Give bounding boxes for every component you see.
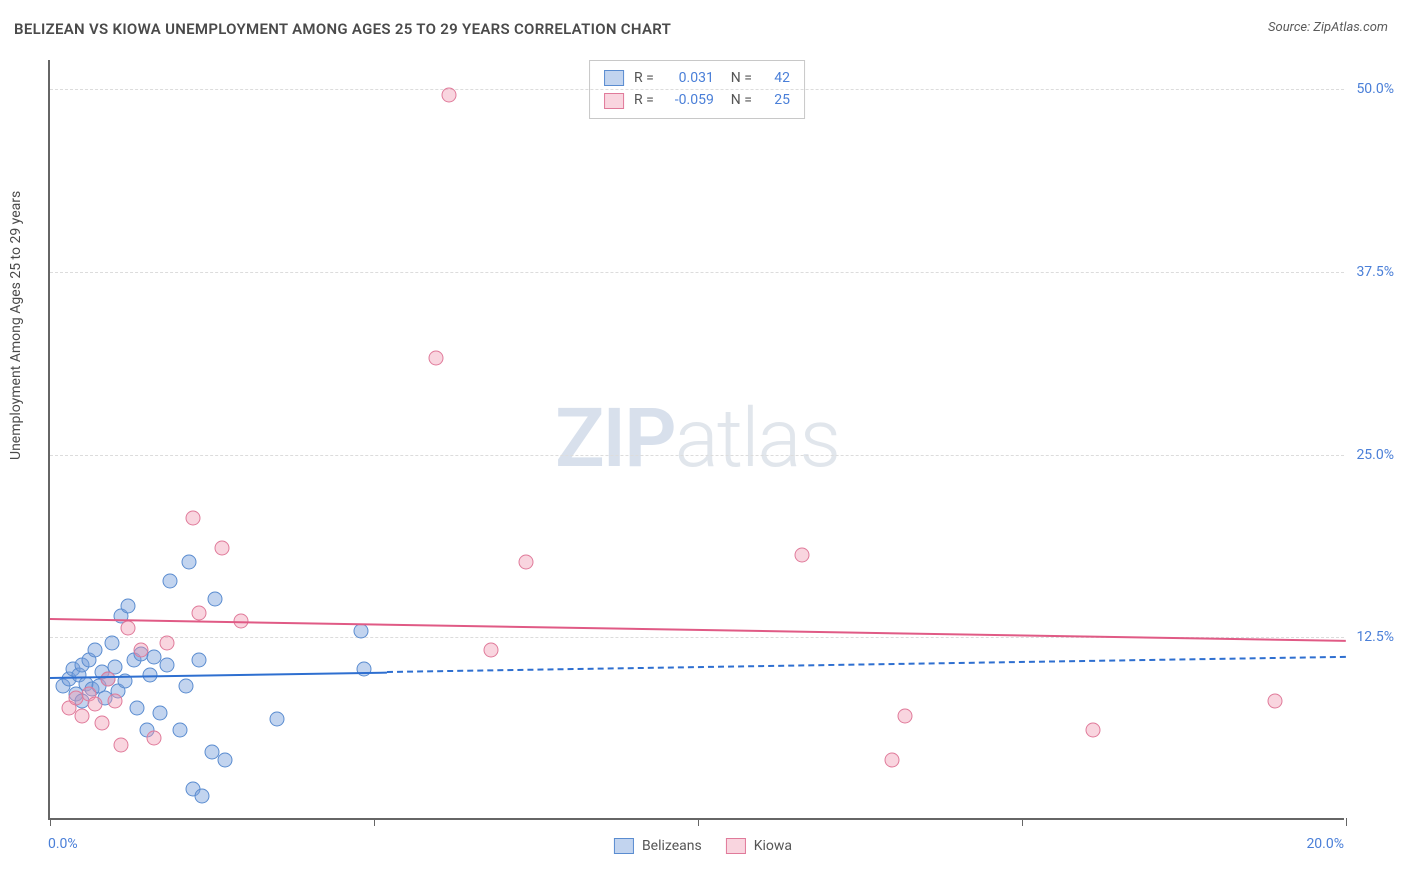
y-tick-label: 37.5% [1356,264,1394,280]
data-point [159,657,174,672]
legend-item: Kiowa [726,838,792,854]
data-point [94,716,109,731]
n-value: 25 [762,89,790,111]
data-point [153,705,168,720]
gridline [50,455,1344,456]
watermark-zip: ZIP [555,391,675,487]
x-tick-mark [1346,818,1347,826]
data-point [428,350,443,365]
data-point [120,621,135,636]
data-point [885,752,900,767]
data-point [107,694,122,709]
x-tick-mark [50,818,51,826]
r-value: 0.031 [664,67,714,89]
x-axis-min-label: 0.0% [48,836,78,852]
data-point [208,591,223,606]
series-swatch [604,93,624,109]
data-point [1086,723,1101,738]
series-swatch [604,70,624,86]
data-point [214,540,229,555]
data-point [182,555,197,570]
data-point [75,708,90,723]
data-point [1267,694,1282,709]
gridline [50,89,1344,90]
data-point [88,697,103,712]
trendline [50,618,1346,642]
data-point [441,87,456,102]
data-point [794,547,809,562]
x-tick-mark [374,818,375,826]
r-label: R = [634,89,654,111]
data-point [483,642,498,657]
chart-plot-area: ZIPatlas R = 0.031 N = 42 R = -0.059 N = 25 [48,60,1344,820]
n-value: 42 [762,67,790,89]
data-point [162,574,177,589]
r-label: R = [634,67,654,89]
data-point [88,642,103,657]
data-point [195,789,210,804]
y-tick-label: 25.0% [1356,447,1394,463]
legend-item: Belizeans [614,838,702,854]
data-point [185,511,200,526]
data-point [159,635,174,650]
data-point [898,708,913,723]
x-tick-mark [1022,818,1023,826]
stats-row: R = 0.031 N = 42 [604,67,790,89]
data-point [114,737,129,752]
data-point [357,661,372,676]
data-point [192,606,207,621]
data-point [120,599,135,614]
y-tick-label: 12.5% [1356,629,1394,645]
data-point [519,555,534,570]
x-tick-mark [698,818,699,826]
data-point [179,679,194,694]
stats-row: R = -0.059 N = 25 [604,89,790,111]
chart-title: BELIZEAN VS KIOWA UNEMPLOYMENT AMONG AGE… [14,20,671,38]
n-label: N = [724,89,752,111]
y-axis-label: Unemployment Among Ages 25 to 29 years [8,191,24,460]
watermark: ZIPatlas [555,391,839,487]
data-point [133,642,148,657]
data-point [217,752,232,767]
legend-label: Belizeans [642,838,702,854]
watermark-atlas: atlas [675,391,839,487]
y-tick-label: 50.0% [1356,81,1394,97]
data-point [130,701,145,716]
data-point [354,623,369,638]
legend: Belizeans Kiowa [614,838,792,854]
r-value: -0.059 [664,89,714,111]
legend-swatch [726,838,746,854]
legend-label: Kiowa [754,838,792,854]
n-label: N = [724,67,752,89]
legend-swatch [614,838,634,854]
data-point [146,730,161,745]
data-point [269,711,284,726]
data-point [101,672,116,687]
x-axis-max-label: 20.0% [1306,836,1344,852]
data-point [172,723,187,738]
data-point [192,653,207,668]
trendline [387,656,1346,673]
data-point [104,635,119,650]
gridline [50,272,1344,273]
source-attribution: Source: ZipAtlas.com [1268,20,1388,35]
